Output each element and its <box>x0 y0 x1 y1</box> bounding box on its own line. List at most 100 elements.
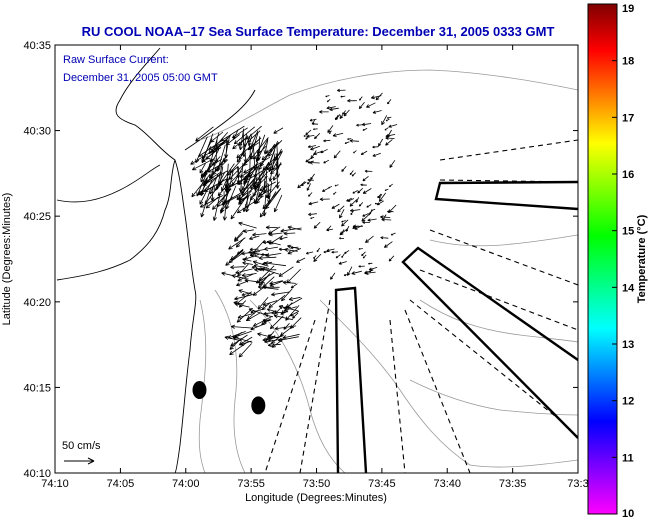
colorbar-gradient <box>587 3 618 515</box>
current-vector <box>212 194 221 221</box>
inner-contour-6 <box>429 234 578 247</box>
current-vector <box>243 145 248 164</box>
current-vector <box>257 285 279 290</box>
current-vector <box>323 139 331 143</box>
current-vector <box>238 133 252 161</box>
current-vector <box>241 272 257 278</box>
current-vector <box>389 160 396 168</box>
current-vector <box>380 236 389 240</box>
current-vector <box>245 195 253 213</box>
current-vector <box>308 212 317 216</box>
current-vector <box>312 122 319 126</box>
current-vector <box>266 308 277 313</box>
current-vector <box>265 225 278 230</box>
current-vector <box>243 254 260 261</box>
current-vector <box>237 263 249 277</box>
current-vector <box>313 253 322 262</box>
current-vector <box>362 220 370 224</box>
current-vector <box>246 310 258 320</box>
current-vector <box>339 237 345 240</box>
colorbar-tick-label: 10 <box>622 508 634 519</box>
y-tick-label: 40:30 <box>23 126 51 138</box>
current-vector <box>326 98 331 103</box>
current-vector <box>238 221 257 229</box>
current-vector <box>212 188 232 210</box>
current-vector <box>332 132 344 137</box>
scale-arrow <box>64 457 95 465</box>
current-vector <box>280 310 289 315</box>
current-vector <box>201 146 222 163</box>
current-vector <box>319 110 329 114</box>
current-vector <box>283 306 292 310</box>
current-vector <box>316 247 321 253</box>
inner-contour-1 <box>199 69 578 141</box>
current-vector <box>284 247 298 252</box>
colorbar-tick-label: 13 <box>622 339 634 351</box>
current-vector <box>381 115 388 126</box>
current-vector <box>370 95 382 100</box>
current-vector <box>377 193 382 199</box>
current-vector <box>268 294 286 308</box>
current-vector <box>367 218 377 222</box>
current-vector <box>323 250 330 254</box>
current-vector <box>191 173 211 198</box>
current-vector <box>200 187 212 218</box>
current-vector <box>338 261 347 265</box>
current-vectors <box>190 88 398 358</box>
current-vector <box>353 150 357 154</box>
current-vector <box>329 107 339 112</box>
current-vector <box>347 266 353 276</box>
current-vector <box>309 160 320 165</box>
current-vector <box>282 280 296 285</box>
current-vector <box>331 250 338 254</box>
current-vector <box>349 170 354 176</box>
y-axis-label: Latitude (Degrees:Minutes) <box>1 193 13 326</box>
current-vector <box>228 237 246 250</box>
current-vector <box>387 210 394 213</box>
current-vector <box>247 135 253 146</box>
current-vector <box>236 137 262 159</box>
current-vector <box>384 188 389 191</box>
current-vector <box>280 227 302 233</box>
current-vector <box>229 341 248 356</box>
current-vector <box>240 177 258 194</box>
current-vector <box>310 217 315 220</box>
current-vector <box>267 226 281 235</box>
current-vector <box>230 324 254 329</box>
colorbar-tick-label: 16 <box>622 169 634 181</box>
colorbar-tick-label: 17 <box>622 112 634 124</box>
current-vector <box>250 254 260 258</box>
current-vector <box>307 179 312 185</box>
current-vector <box>242 261 253 266</box>
current-vector <box>340 229 345 235</box>
current-vector <box>333 191 337 195</box>
colorbar-tick-label: 14 <box>622 282 635 294</box>
current-vector <box>214 155 228 172</box>
current-vector <box>236 195 264 214</box>
x-axis-label: Longitude (Degrees:Minutes) <box>245 492 387 504</box>
current-vector <box>243 167 269 183</box>
current-vector <box>257 332 270 338</box>
chart-title: RU COOL NOAA–17 Sea Surface Temperature:… <box>82 24 555 39</box>
current-vector <box>296 257 306 263</box>
current-vector <box>350 210 354 216</box>
current-vector <box>341 165 347 172</box>
current-vector <box>232 164 245 187</box>
current-vector <box>270 291 291 297</box>
current-vector <box>361 213 370 222</box>
current-annotation-line2: December 31, 2005 05:00 GMT <box>63 72 218 84</box>
current-vector <box>258 144 275 171</box>
current-vector <box>236 280 249 287</box>
current-vector <box>341 219 349 227</box>
current-vector <box>328 185 333 189</box>
current-vector <box>331 203 340 209</box>
colorbar-tick-label: 18 <box>622 56 634 68</box>
current-vector <box>362 175 369 182</box>
current-vector <box>221 191 227 205</box>
current-annotation-line1: Raw Surface Current: <box>63 54 169 66</box>
current-vector <box>390 232 396 236</box>
current-vector <box>264 261 286 267</box>
current-vector <box>292 312 299 319</box>
current-vector <box>330 272 336 280</box>
